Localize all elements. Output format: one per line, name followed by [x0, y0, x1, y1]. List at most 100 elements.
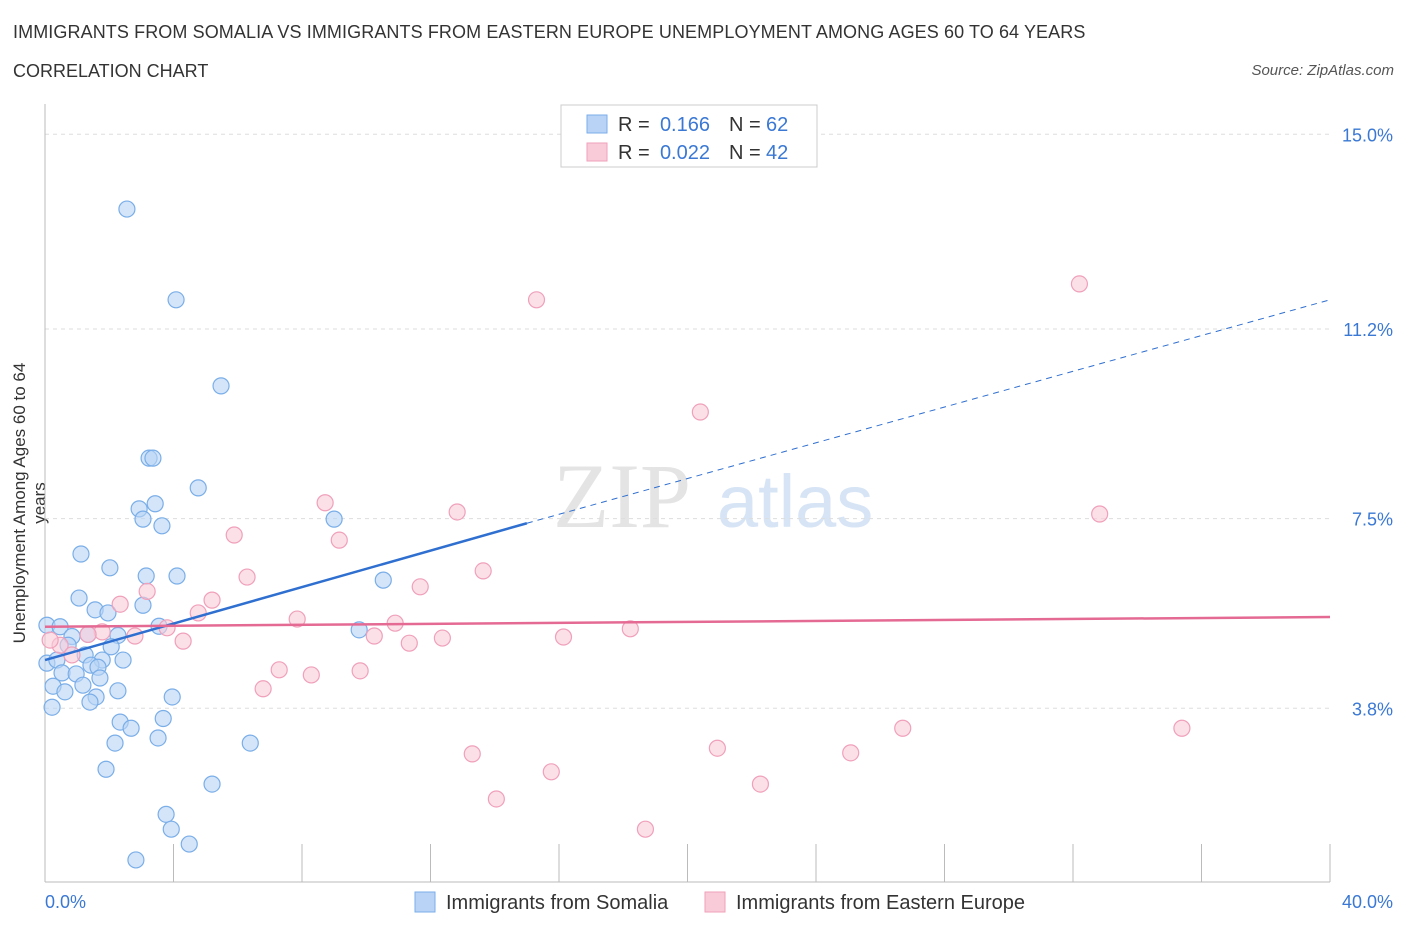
somalia-point — [99, 604, 117, 622]
eastern-europe-point — [542, 763, 560, 781]
somalia-point — [144, 449, 162, 467]
chart-subtitle: CORRELATION CHART — [13, 61, 209, 81]
n-value: 42 — [766, 142, 788, 164]
eastern-europe-point — [238, 568, 256, 586]
bottom-legend-swatch — [414, 891, 436, 913]
eastern-europe-point — [487, 790, 505, 808]
y-tick-label: 7.5% — [1352, 510, 1393, 530]
somalia-point — [106, 734, 124, 752]
somalia-point — [153, 517, 171, 535]
bottom-legend-label: Immigrants from Eastern Europe — [736, 892, 1025, 914]
eastern-europe-point — [433, 629, 451, 647]
eastern-europe-point — [751, 775, 770, 793]
eastern-europe-point — [400, 634, 418, 652]
n-value: 62 — [766, 114, 788, 136]
x-tick-label: 40.0% — [1342, 892, 1393, 912]
eastern-europe-point — [316, 494, 334, 512]
eastern-europe-point — [527, 291, 546, 309]
legend-swatch — [586, 114, 608, 134]
somalia-point — [241, 734, 259, 752]
y-tick-label: 11.2% — [1343, 320, 1393, 340]
somalia-point — [114, 651, 132, 669]
eastern-europe-point — [351, 662, 369, 680]
somalia-point — [118, 200, 136, 218]
somalia-point — [203, 775, 221, 793]
somalia-point — [212, 377, 230, 395]
somalia-point — [134, 510, 152, 528]
eastern-europe-point — [288, 610, 306, 628]
r-label: R = — [618, 142, 650, 164]
somalia-point — [43, 698, 61, 716]
somalia-trend-line — [44, 522, 528, 662]
eastern-europe-point — [708, 739, 726, 757]
eastern-europe-point — [621, 620, 639, 638]
somalia-point — [325, 510, 343, 528]
somalia-point — [162, 820, 180, 838]
eastern-europe-point — [302, 666, 320, 684]
somalia-point — [81, 693, 99, 711]
eastern-europe-point — [254, 680, 272, 698]
eastern-europe-point — [1091, 505, 1109, 523]
eastern-europe-point — [174, 632, 192, 650]
r-value: 0.166 — [660, 114, 710, 136]
r-label: R = — [618, 114, 650, 136]
x-tick-label: 0.0% — [45, 892, 86, 912]
eastern-europe-point — [111, 595, 129, 613]
somalia-point — [146, 495, 164, 513]
somalia-point — [374, 571, 392, 589]
eastern-europe-point — [138, 582, 156, 601]
somalia-point — [167, 291, 185, 309]
y-tick-label: 15.0% — [1342, 125, 1393, 145]
legend-swatch — [586, 142, 608, 162]
somalia-point — [189, 479, 207, 497]
somalia-point — [56, 683, 74, 701]
eastern-europe-point — [554, 628, 573, 646]
watermark-zip: ZIP — [553, 445, 691, 547]
somalia-point — [72, 545, 90, 563]
somalia-point — [127, 851, 145, 869]
eastern-europe-point — [411, 578, 429, 596]
somalia-point — [122, 719, 140, 737]
watermark-atlas: atlas — [717, 460, 873, 543]
eastern-europe-point — [691, 403, 709, 421]
eastern-europe-point — [203, 591, 221, 609]
somalia-point — [154, 709, 172, 728]
somalia-point — [157, 805, 175, 823]
source-label: Source: ZipAtlas.com — [1251, 62, 1394, 79]
bottom-legend-label: Immigrants from Somalia — [446, 892, 669, 914]
bottom-legend-swatch — [704, 891, 726, 913]
r-value: 0.022 — [660, 142, 710, 164]
eastern-europe-point — [270, 661, 288, 679]
eastern-europe-point — [463, 745, 481, 763]
somalia-trend-extension — [526, 299, 1331, 524]
somalia-point — [70, 589, 88, 607]
somalia-point — [137, 567, 155, 585]
eastern-europe-point — [41, 631, 59, 649]
somalia-point — [149, 729, 167, 747]
eastern-europe-point — [474, 562, 492, 580]
somalia-point — [97, 760, 115, 778]
somalia-point — [168, 567, 186, 585]
eastern-europe-point — [1173, 719, 1191, 737]
somalia-point — [350, 621, 368, 639]
eastern-europe-point — [365, 627, 383, 645]
somalia-point — [74, 676, 92, 694]
somalia-point — [101, 559, 119, 577]
somalia-point — [163, 688, 181, 706]
somalia-point — [180, 835, 198, 853]
eastern-europe-point — [894, 719, 912, 737]
eastern-europe-point — [225, 526, 243, 544]
chart-title: IMMIGRANTS FROM SOMALIA VS IMMIGRANTS FR… — [13, 22, 1086, 42]
eastern-europe-point — [1070, 275, 1089, 293]
n-label: N = — [729, 114, 761, 136]
n-label: N = — [729, 142, 761, 164]
somalia-point — [109, 682, 127, 700]
somalia-point — [91, 669, 109, 687]
eastern-europe-point — [636, 820, 655, 838]
eastern-europe-point — [330, 531, 348, 549]
y-tick-label: 3.8% — [1352, 699, 1393, 719]
eastern-europe-point — [448, 503, 466, 521]
eastern-europe-point — [842, 744, 860, 762]
eastern-europe-trend-line — [44, 615, 1331, 629]
